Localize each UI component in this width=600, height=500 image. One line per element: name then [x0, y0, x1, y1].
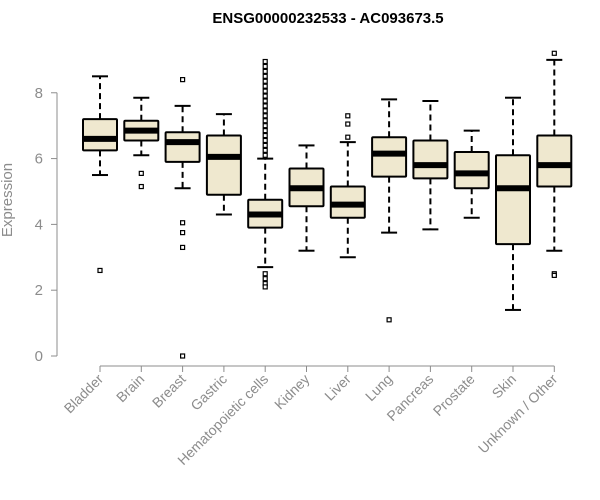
outlier-point — [262, 78, 268, 84]
x-tick-label: Brain — [113, 371, 147, 405]
box-liver — [329, 113, 366, 259]
box-pancreas — [412, 100, 449, 231]
y-axis: 0 2 4 6 8 — [35, 85, 58, 365]
outlier-point — [97, 267, 103, 274]
box-skin — [495, 96, 531, 311]
outlier-point — [262, 73, 268, 79]
outlier-point — [262, 93, 268, 99]
box-iqr — [205, 134, 242, 196]
outlier-point — [262, 103, 268, 109]
box-kidney — [288, 144, 325, 252]
x-tick-label: Kidney — [271, 371, 313, 413]
outlier-point — [345, 113, 351, 119]
outlier-point — [262, 276, 268, 282]
y-tick-label: 0 — [35, 348, 43, 365]
box-iqr — [412, 139, 449, 180]
outlier-point — [345, 121, 351, 127]
box-iqr — [371, 136, 408, 178]
y-tick-label: 2 — [35, 282, 43, 299]
box-brain — [123, 96, 160, 190]
box-iqr — [495, 154, 531, 246]
chart-title: ENSG00000232533 - AC093673.5 — [212, 10, 443, 27]
outlier-point — [180, 77, 186, 83]
box-lung — [371, 98, 408, 323]
outlier-point — [262, 113, 268, 119]
outlier-point — [262, 152, 268, 158]
outlier-point — [180, 230, 186, 236]
box-unknown-other — [536, 50, 573, 278]
x-tick-label: Liver — [321, 371, 354, 404]
outlier-point — [262, 271, 268, 277]
box-breast — [164, 77, 201, 359]
y-tick-label: 8 — [35, 85, 43, 102]
outlier-point — [551, 272, 557, 278]
outlier-point — [262, 142, 268, 149]
outlier-point — [262, 123, 268, 129]
box-prostate — [453, 129, 490, 219]
y-axis-label: Expression — [0, 163, 16, 237]
outlier-point — [551, 50, 557, 56]
outlier-point — [262, 83, 268, 89]
x-tick-label: Lung — [362, 371, 395, 404]
x-tick-label: Prostate — [430, 371, 478, 419]
box-iqr — [82, 118, 118, 152]
outlier-point — [180, 244, 186, 251]
outlier-point — [262, 98, 268, 104]
outlier-point — [180, 353, 186, 359]
outlier-point — [138, 170, 144, 176]
outlier-point — [180, 220, 186, 226]
plot-area — [82, 50, 573, 359]
outlier-point — [262, 132, 268, 139]
outlier-point — [262, 284, 268, 290]
outlier-point — [262, 147, 268, 153]
box-iqr — [453, 151, 490, 190]
x-tick-label: Skin — [489, 371, 520, 402]
box-hematopoietic-cells — [247, 58, 284, 290]
outlier-point — [138, 183, 144, 190]
x-tick-label: Bladder — [61, 371, 107, 417]
y-tick-label: 6 — [35, 151, 43, 168]
outlier-point — [262, 63, 268, 70]
outlier-point — [262, 108, 268, 114]
x-tick-label: Breast — [149, 371, 189, 411]
outlier-point — [262, 68, 268, 74]
box-iqr — [164, 131, 201, 163]
outlier-point — [262, 58, 268, 65]
y-tick-label: 4 — [35, 216, 43, 233]
box-iqr — [536, 134, 573, 188]
outlier-point — [386, 317, 392, 323]
box-gastric — [205, 113, 242, 216]
outlier-point — [262, 88, 268, 94]
outlier-point — [345, 134, 351, 140]
outlier-point — [262, 118, 268, 124]
outlier-point — [262, 128, 268, 134]
outlier-point — [262, 137, 268, 144]
box-bladder — [82, 75, 118, 274]
